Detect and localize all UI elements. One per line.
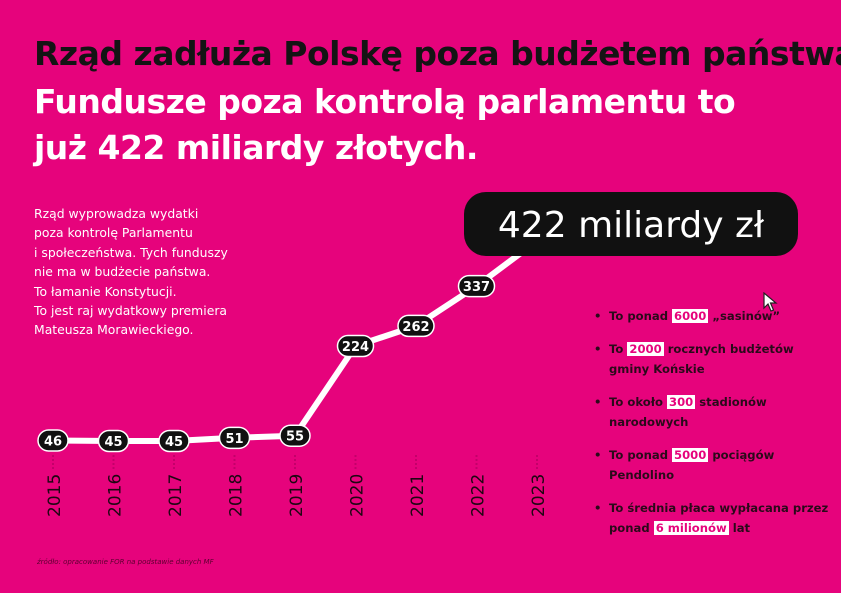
comparison-text: To około xyxy=(609,395,668,409)
title-line-1: Rząd zadłuża Polskę poza budżetem państw… xyxy=(34,34,841,73)
bullet-dot: • xyxy=(594,448,602,462)
description-line: i społeczeństwa. Tych funduszy xyxy=(34,244,228,260)
comparison-text: „sasinów” xyxy=(708,309,781,323)
x-tick-label: 2023 xyxy=(529,474,549,517)
comparison-item: • To średnia płaca wypłacana przez ponad… xyxy=(594,498,834,538)
data-point-marker xyxy=(457,274,496,298)
comparison-highlight: 5000 xyxy=(672,448,709,462)
series-line xyxy=(50,238,540,444)
description-line: nie ma w budżecie państwa. xyxy=(34,264,211,280)
data-label: 422 miliardy zł xyxy=(498,205,765,246)
bullet-dot: • xyxy=(594,395,602,409)
comparison-text: To ponad xyxy=(609,448,673,462)
title-line-2: Fundusze poza kontrolą parlamentu to xyxy=(34,82,736,121)
comparison-highlight: 6 milionów xyxy=(653,521,729,535)
description-line: To łamanie Konstytucji. xyxy=(34,283,177,299)
comparison-list: • To ponad 6000 „sasinów” • To 2000 rocz… xyxy=(594,306,834,551)
description-line: Mateusza Morawieckiego. xyxy=(34,322,194,338)
comparison-text: To ponad xyxy=(609,309,673,323)
data-label: 51 xyxy=(225,432,243,447)
data-label: 55 xyxy=(286,430,304,445)
source-note: źródło: opracowanie FOR na podstawie dan… xyxy=(37,558,214,566)
comparison-highlight: 2000 xyxy=(627,342,664,356)
data-point-marker xyxy=(397,314,435,338)
comparison-item: • To ponad 6000 „sasinów” xyxy=(594,306,834,326)
data-label: 45 xyxy=(165,435,183,450)
comparison-text: To xyxy=(609,342,628,356)
data-label: 224 xyxy=(342,340,369,355)
data-point-marker xyxy=(279,424,311,447)
comparison-text: pociągów Pendolino xyxy=(609,448,775,482)
comparison-item: • To około 300 stadionów narodowych xyxy=(594,392,834,432)
comparison-text: To średnia płaca wypłacana przez ponad xyxy=(609,501,829,535)
comparison-item: • To ponad 5000 pociągów Pendolino xyxy=(594,445,834,485)
mouse-cursor-icon xyxy=(763,292,778,312)
x-tick-label: 2021 xyxy=(408,474,428,517)
data-point-marker xyxy=(218,426,251,450)
title-line-3: już 422 miliardy złotych. xyxy=(34,128,478,167)
x-tick-label: 2017 xyxy=(166,474,186,517)
comparison-text: lat xyxy=(728,521,751,535)
data-point-marker xyxy=(158,429,190,453)
data-label: 262 xyxy=(402,320,429,335)
data-label: 337 xyxy=(463,280,490,295)
x-tick-label: 2019 xyxy=(287,474,307,517)
bullet-dot: • xyxy=(594,501,602,515)
bullet-dot: • xyxy=(594,309,602,323)
data-point-marker xyxy=(37,429,69,452)
comparison-item: • To 2000 rocznych budżetów gminy Koński… xyxy=(594,339,834,379)
description-line: To jest raj wydatkowy premiera xyxy=(34,303,228,319)
data-point-marker xyxy=(97,429,130,453)
comparison-text: rocznych budżetów gminy Końskie xyxy=(609,342,794,376)
description-line: poza kontrolę Parlamentu xyxy=(34,225,193,241)
comparison-highlight: 6000 xyxy=(672,309,709,323)
x-tick-label: 2020 xyxy=(348,474,368,517)
data-label: 45 xyxy=(104,435,122,450)
data-point-marker xyxy=(336,334,375,358)
data-label: 46 xyxy=(44,434,62,449)
bullet-dot: • xyxy=(594,342,602,356)
x-tick-label: 2018 xyxy=(227,474,247,517)
description-line: Rząd wyprowadza wydatki xyxy=(34,206,199,221)
description-text: Rząd wyprowadza wydatki poza kontrolę Pa… xyxy=(34,204,274,340)
final-value-callout xyxy=(464,192,798,256)
comparison-highlight: 300 xyxy=(667,395,696,409)
x-tick-label: 2022 xyxy=(469,474,489,517)
x-tick-label: 2016 xyxy=(106,474,126,517)
x-tick-label: 2015 xyxy=(45,474,65,517)
comparison-text: stadionów narodowych xyxy=(609,395,767,429)
